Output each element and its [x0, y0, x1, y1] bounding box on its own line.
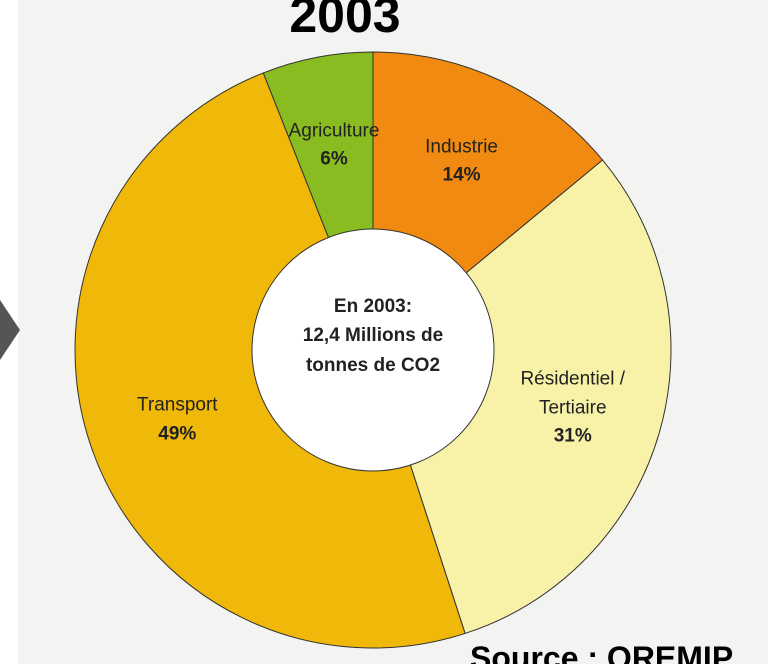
category-label: Transport: [136, 394, 218, 416]
slice-label: Résidentiel / Tertiaire 31%: [508, 365, 638, 451]
chart-title: 2003: [289, 0, 401, 43]
slice-label: Industrie 14%: [397, 133, 527, 190]
value-label: 31%: [553, 425, 592, 447]
value-label: 49%: [158, 423, 197, 445]
center-line: tonnes de CO2: [305, 354, 441, 376]
category-label: Résidentiel / Tertiaire: [520, 368, 626, 418]
center-line: 12,4 Millions de: [302, 325, 444, 347]
slice: [372, 159, 672, 635]
value-label: 14%: [442, 164, 481, 186]
category-label: Agriculture: [288, 120, 380, 142]
slice-label: Transport 49%: [112, 392, 242, 449]
donut-hole: [251, 228, 495, 472]
source: Source : OREMIP: [470, 640, 734, 664]
center-line: En 2003:: [333, 296, 413, 317]
slice-label: Agriculture 6%: [269, 117, 399, 174]
center-text: En 2003: 12,4 Millions de tonnes de CO2: [273, 292, 473, 380]
category-label: Industrie: [425, 136, 498, 158]
nav-arrow: [0, 300, 20, 360]
value-label: 6%: [320, 148, 348, 170]
